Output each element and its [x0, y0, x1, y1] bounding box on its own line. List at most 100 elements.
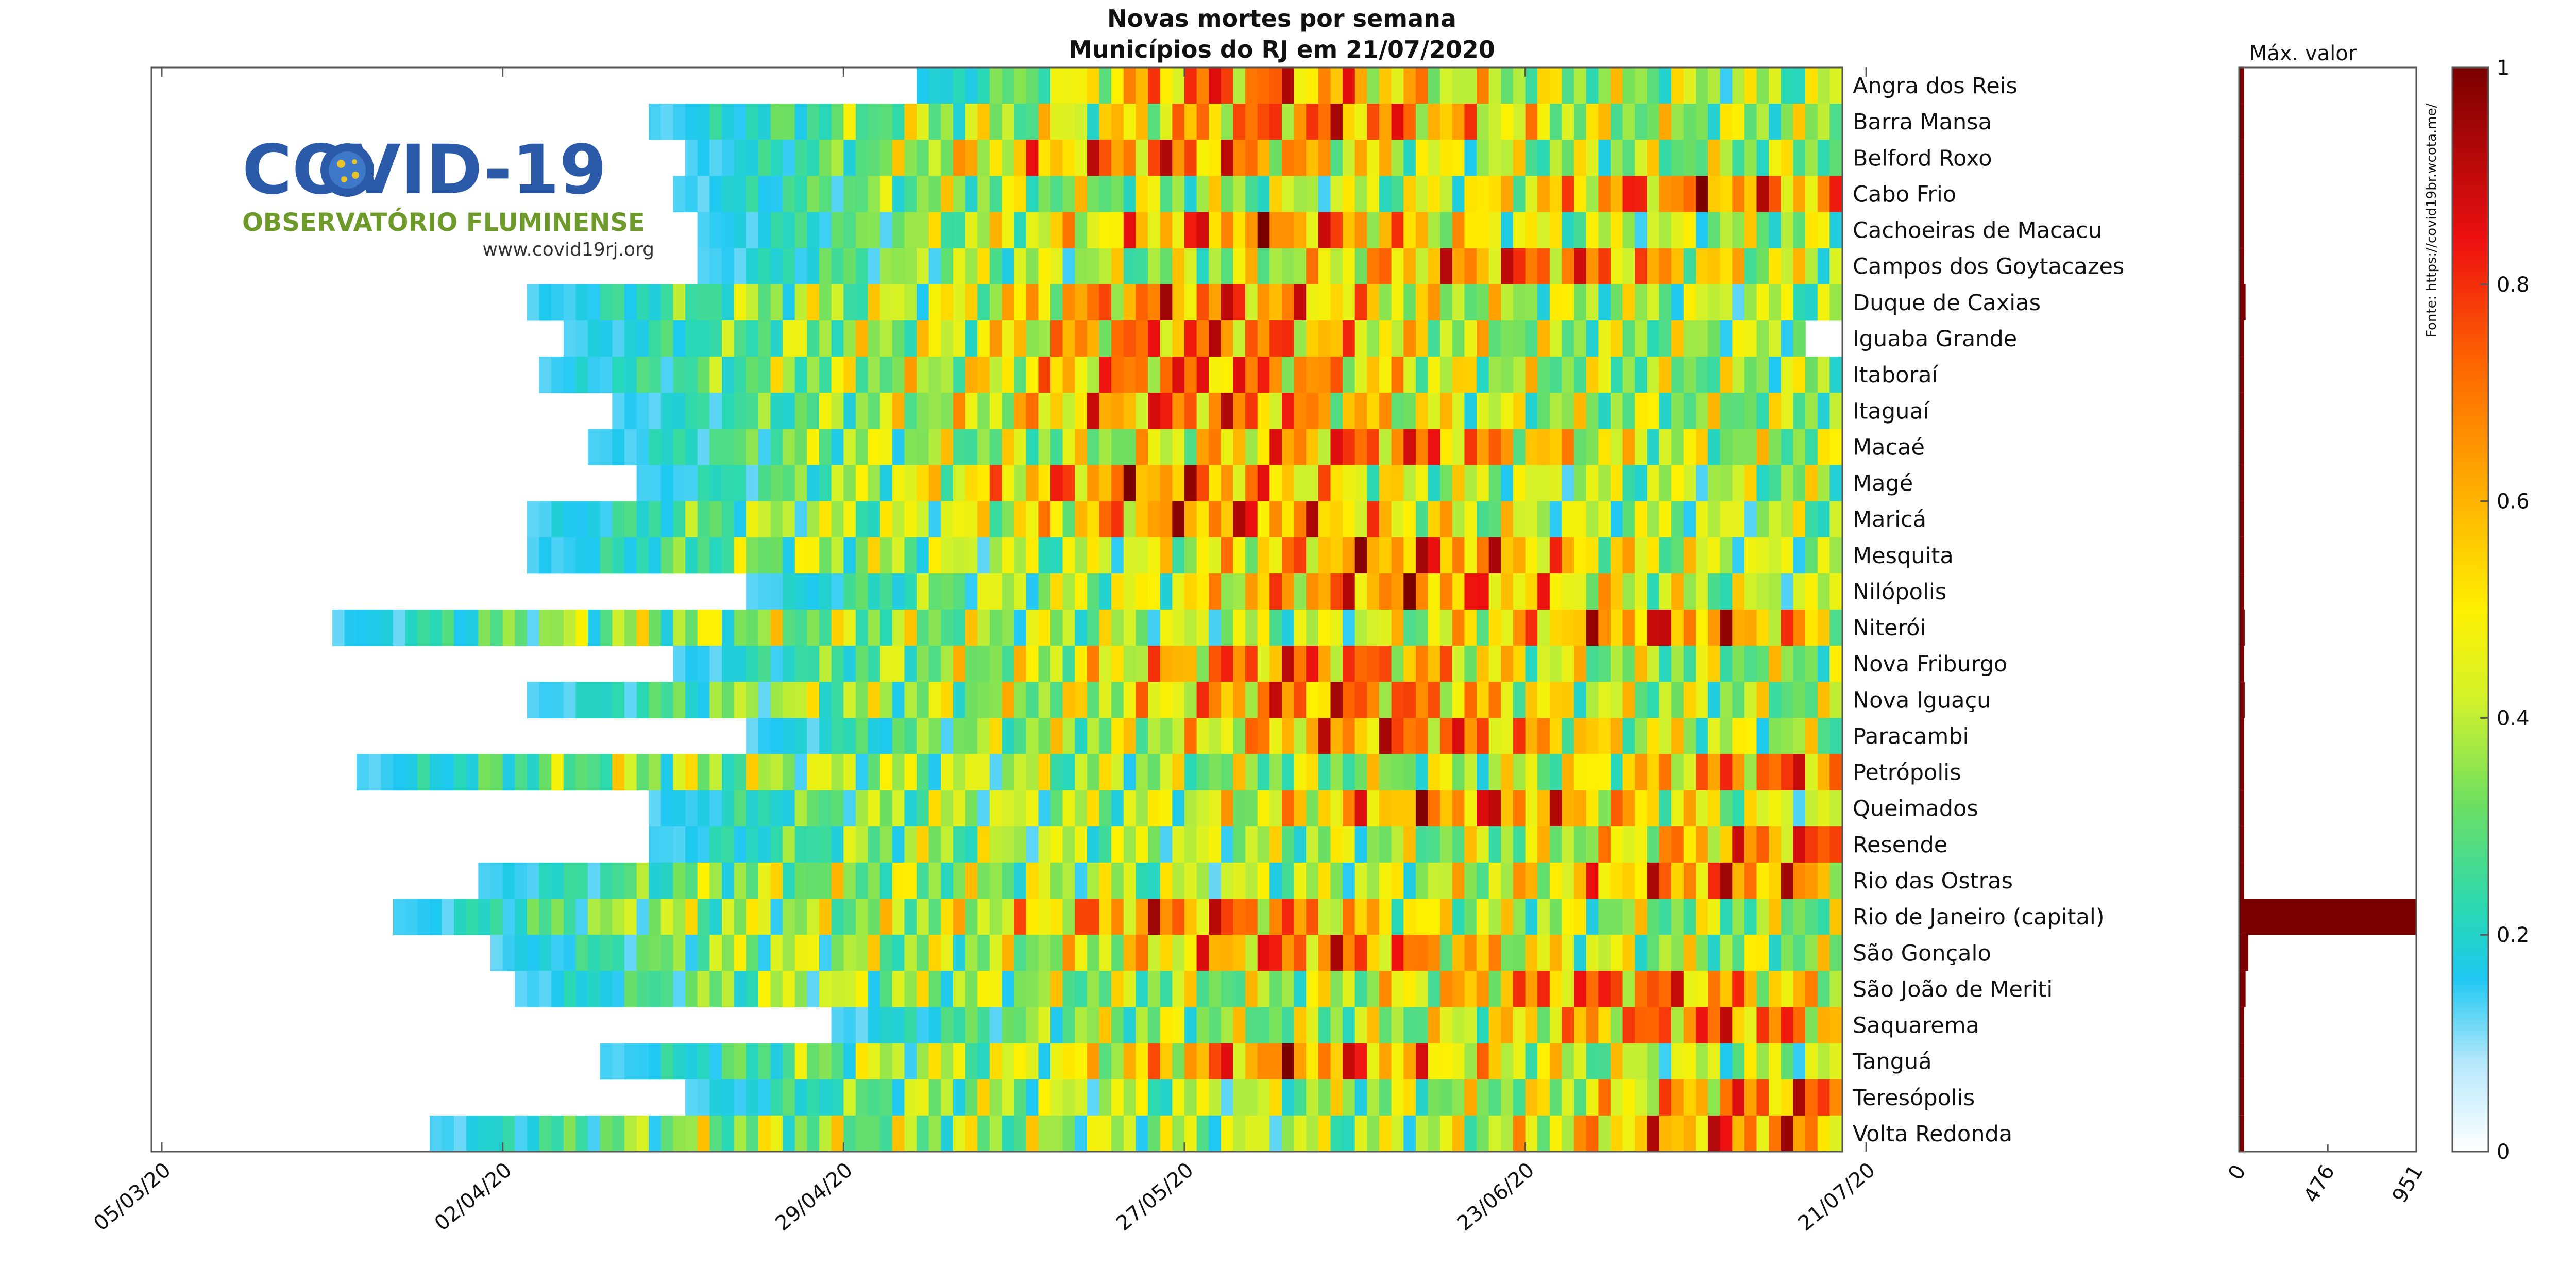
municipality-label: Rio de Janeiro (capital) — [1853, 904, 2105, 930]
heatmap-cell — [709, 501, 722, 538]
heatmap-cell — [1233, 754, 1246, 791]
heatmap-cell — [1769, 935, 1782, 971]
heatmap-cell — [1184, 1043, 1197, 1080]
colorbar — [2451, 66, 2489, 1153]
heatmap-cell — [1781, 140, 1794, 176]
heatmap-cell — [1549, 1079, 1563, 1116]
heatmap-cell — [819, 610, 832, 646]
heatmap-cell — [1659, 501, 1672, 538]
heatmap-cell — [624, 429, 637, 465]
heatmap-cell — [429, 1115, 443, 1152]
heatmap-cell — [1501, 248, 1514, 285]
heatmap-cell — [575, 284, 588, 321]
heatmap-cell — [1464, 176, 1477, 213]
heatmap-cell — [989, 537, 1003, 574]
heatmap-cell — [1537, 320, 1550, 357]
heatmap-cell — [1635, 248, 1648, 285]
heatmap-cell — [1221, 104, 1234, 140]
heatmap-cell — [868, 971, 880, 1007]
heatmap-cell — [770, 104, 783, 140]
heatmap-cell — [1586, 899, 1599, 935]
heatmap-cell — [1257, 682, 1270, 718]
heatmap-cell — [880, 826, 893, 863]
heatmap-cell — [1598, 176, 1611, 213]
heatmap-cell — [880, 899, 893, 935]
heatmap-cell — [1428, 826, 1440, 863]
heatmap-cell — [831, 790, 844, 827]
heatmap-cell — [1269, 682, 1282, 718]
heatmap-cell — [1318, 67, 1331, 104]
heatmap-cell — [1160, 212, 1173, 249]
heatmap-cell — [807, 718, 820, 755]
heatmap-cell — [1611, 790, 1623, 827]
heatmap-cell — [600, 935, 613, 971]
heatmap-cell — [515, 610, 528, 646]
heatmap-cell — [928, 212, 942, 249]
heatmap-cell — [1781, 429, 1794, 465]
heatmap-cell — [685, 646, 698, 682]
heatmap-cell — [794, 284, 808, 321]
heatmap-cell — [539, 537, 552, 574]
heatmap-cell — [1282, 935, 1295, 971]
heatmap-cell — [770, 465, 783, 502]
heatmap-cell — [1622, 212, 1635, 249]
heatmap-cell — [1075, 429, 1088, 465]
heatmap-cell — [1647, 1079, 1660, 1116]
heatmap-cell — [636, 610, 649, 646]
heatmap-cell — [941, 357, 954, 393]
heatmap-cell — [941, 1115, 954, 1152]
heatmap-cell — [1537, 971, 1550, 1007]
heatmap-cell — [904, 826, 917, 863]
heatmap-cell — [794, 104, 808, 140]
heatmap-cell — [1477, 284, 1489, 321]
heatmap-cell — [904, 501, 917, 538]
heatmap-cell — [1087, 935, 1100, 971]
heatmap-cell — [1306, 248, 1319, 285]
heatmap-cell — [600, 429, 613, 465]
heatmap-cell — [697, 140, 710, 176]
heatmap-cell — [783, 646, 795, 682]
heatmap-cell — [1002, 573, 1014, 610]
heatmap-cell — [1440, 573, 1453, 610]
heatmap-cell — [855, 320, 869, 357]
heatmap-cell — [1611, 393, 1623, 429]
heatmap-cell — [1221, 537, 1234, 574]
heatmap-cell — [1488, 1007, 1502, 1044]
heatmap-cell — [1549, 1043, 1563, 1080]
heatmap-cell — [1732, 429, 1745, 465]
heatmap-cell — [1501, 212, 1514, 249]
heatmap-cell — [746, 1043, 759, 1080]
heatmap-cell — [636, 537, 649, 574]
heatmap-cell — [1415, 284, 1429, 321]
heatmap-cell — [1294, 573, 1307, 610]
heatmap-cell — [1026, 610, 1039, 646]
heatmap-cell — [697, 284, 710, 321]
heatmap-cell — [1732, 610, 1745, 646]
heatmap-cell — [1269, 718, 1282, 755]
heatmap-cell — [1306, 67, 1319, 104]
heatmap-cell — [892, 790, 905, 827]
heatmap-cell — [1233, 718, 1246, 755]
heatmap-cell — [1562, 320, 1574, 357]
heatmap-cell — [953, 1115, 966, 1152]
heatmap-cell — [1562, 1043, 1574, 1080]
heatmap-cell — [1233, 1115, 1246, 1152]
heatmap-cell — [953, 176, 966, 213]
heatmap-cell — [1087, 862, 1100, 899]
heatmap-cell — [1221, 862, 1234, 899]
heatmap-cell — [770, 610, 783, 646]
heatmap-cell — [649, 1043, 662, 1080]
heatmap-cell — [1525, 646, 1538, 682]
heatmap-cell — [843, 501, 856, 538]
heatmap-cell — [1562, 682, 1574, 718]
heatmap-cell — [1403, 104, 1416, 140]
heatmap-cell — [917, 537, 929, 574]
heatmap-cell — [660, 935, 674, 971]
heatmap-cell — [794, 140, 808, 176]
heatmap-cell — [1611, 320, 1623, 357]
heatmap-cell — [600, 1115, 613, 1152]
heatmap-cell — [1549, 176, 1563, 213]
heatmap-cell — [1829, 899, 1842, 935]
heatmap-cell — [1611, 176, 1623, 213]
heatmap-cell — [1829, 1079, 1842, 1116]
